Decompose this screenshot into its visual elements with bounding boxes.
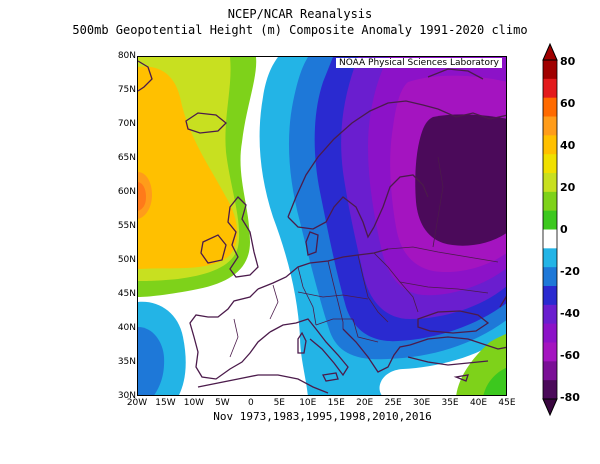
lon-label: 10E xyxy=(299,398,317,408)
lat-label: 40N xyxy=(117,323,136,333)
colorbar-segment xyxy=(543,78,557,99)
lat-label: 55N xyxy=(117,221,136,231)
colorbar-label: 20 xyxy=(560,181,576,194)
colorbar-segment xyxy=(543,267,557,287)
map-credit: NOAA Physical Sciences Laboratory xyxy=(335,58,502,68)
chart-subtitle: 500mb Geopotential Height (m) Composite … xyxy=(72,23,528,37)
contour-pos-60b xyxy=(138,182,146,211)
colorbar-segment xyxy=(543,380,557,400)
colorbar-top-arrow xyxy=(542,42,558,61)
colorbar-segment xyxy=(543,361,557,381)
colorbar-segment xyxy=(543,210,557,230)
colorbar-label: 80 xyxy=(560,55,576,68)
anomaly-map: NOAA Physical Sciences Laboratory xyxy=(137,56,507,396)
colorbar-segment xyxy=(543,248,557,268)
colorbar-segment xyxy=(543,97,557,117)
lon-label: 10W xyxy=(183,398,205,408)
colorbar-label: 0 xyxy=(560,223,568,236)
colorbar-label: -20 xyxy=(560,265,580,278)
lon-label: 20E xyxy=(356,398,374,408)
lat-label: 80N xyxy=(117,51,136,61)
chart-title: NCEP/NCAR Reanalysis xyxy=(227,7,373,21)
colorbar-label: 60 xyxy=(560,97,576,110)
lon-label: 30E xyxy=(413,398,431,408)
colorbar xyxy=(542,42,558,417)
lon-label: 5W xyxy=(215,398,230,408)
colorbar-label: -80 xyxy=(560,391,580,404)
colorbar-segment xyxy=(543,342,557,362)
lon-label: 20W xyxy=(126,398,148,408)
lat-label: 30N xyxy=(117,391,136,401)
colorbar-segment xyxy=(543,229,557,249)
colorbar-label: -60 xyxy=(560,349,580,362)
lon-label: 0 xyxy=(247,398,254,408)
lon-label: 25E xyxy=(384,398,402,408)
lat-label: 45N xyxy=(117,289,136,299)
colorbar-label: -40 xyxy=(560,307,580,320)
lat-label: 50N xyxy=(117,255,136,265)
lon-label: 35E xyxy=(441,398,459,408)
colorbar-segment xyxy=(543,135,557,155)
colorbar-segment xyxy=(543,116,557,136)
composite-dates-caption: Nov 1973,1983,1995,1998,2010,2016 xyxy=(213,410,432,423)
contour-neg-80 xyxy=(415,114,506,246)
lat-label: 65N xyxy=(117,153,136,163)
colorbar-segment xyxy=(543,304,557,325)
lat-label: 70N xyxy=(117,119,136,129)
colorbar-label: 40 xyxy=(560,139,576,152)
lon-label: 40E xyxy=(469,398,488,408)
colorbar-bottom-arrow xyxy=(542,398,558,417)
lat-label: 75N xyxy=(117,85,136,95)
colorbar-segment xyxy=(543,286,557,306)
lat-label: 35N xyxy=(117,357,136,367)
map-canvas xyxy=(138,57,506,395)
lon-label: 45E xyxy=(498,398,516,408)
colorbar-segment xyxy=(543,173,557,193)
contour-neg-sw-core xyxy=(138,327,165,395)
lon-label: 5E xyxy=(273,398,285,408)
lon-label: 15E xyxy=(327,398,345,408)
colorbar-segment xyxy=(543,60,557,80)
lon-label: 15W xyxy=(155,398,176,408)
colorbar-segment xyxy=(543,191,557,212)
lat-label: 60N xyxy=(117,187,136,197)
borders xyxy=(229,156,499,358)
coastlines xyxy=(138,60,506,394)
colorbar-segment xyxy=(543,154,557,174)
contour-pos-se-core xyxy=(483,367,506,395)
colorbar-segment xyxy=(543,323,557,343)
contour-pos-40 xyxy=(138,66,238,269)
